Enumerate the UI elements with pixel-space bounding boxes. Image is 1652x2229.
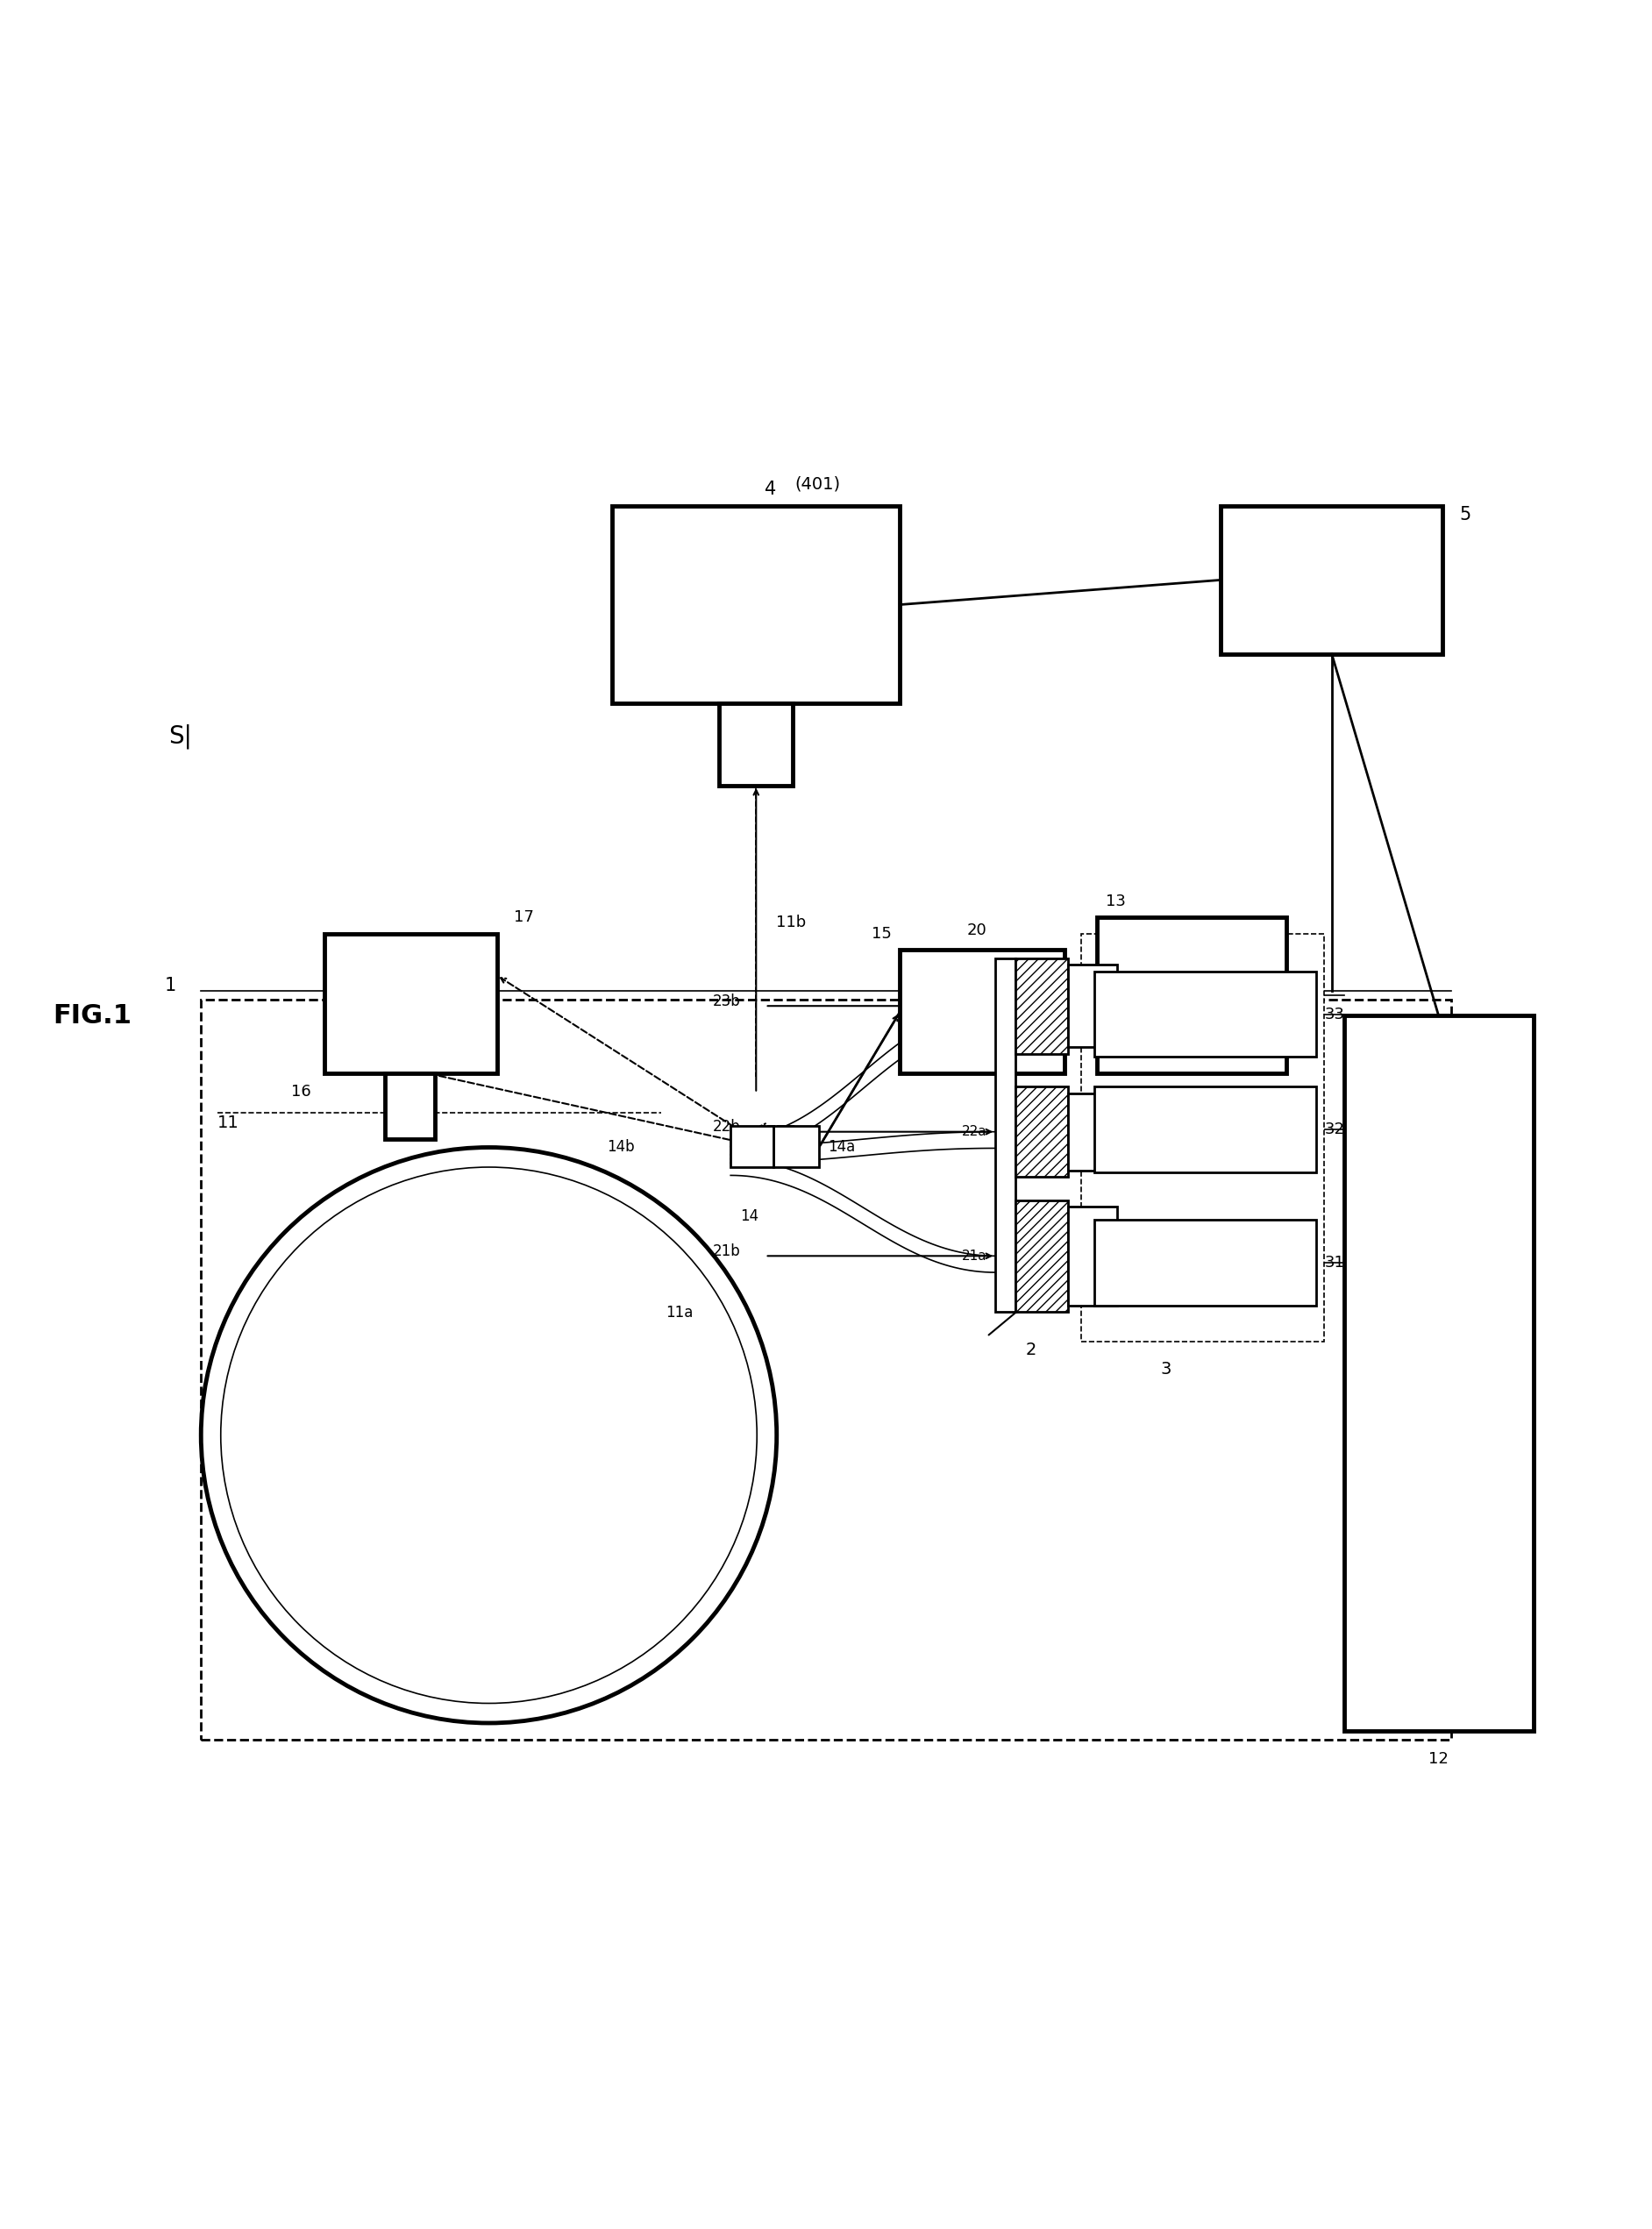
Text: 23: 23 (1125, 999, 1145, 1014)
Text: 14: 14 (740, 1208, 758, 1224)
Bar (1094, 1086, 1317, 1172)
Bar (202, 999, 1450, 1739)
Bar (773, 1126, 819, 1168)
Bar (1014, 958, 1067, 1054)
Text: 33: 33 (1325, 1005, 1345, 1023)
Text: 11b: 11b (776, 914, 806, 932)
Bar (324, 934, 497, 1074)
Text: 16: 16 (291, 1083, 312, 1099)
Bar (1345, 1016, 1533, 1732)
Bar (1097, 916, 1287, 1074)
Text: (401): (401) (795, 477, 841, 493)
Text: 22b: 22b (712, 1119, 740, 1135)
Text: 15: 15 (872, 925, 892, 943)
Text: S|: S| (169, 724, 192, 749)
Bar (1067, 965, 1117, 1048)
Bar (996, 958, 1014, 1313)
Text: 22: 22 (1125, 1123, 1145, 1139)
Text: 21a: 21a (961, 1250, 988, 1262)
Text: 3: 3 (1161, 1362, 1171, 1378)
Text: 20: 20 (966, 923, 988, 938)
Bar (1094, 972, 1317, 1057)
Text: 5: 5 (1459, 506, 1470, 524)
Bar (1014, 1199, 1067, 1313)
Bar (900, 950, 1064, 1074)
Bar (1221, 506, 1442, 653)
Text: 21b: 21b (712, 1244, 740, 1259)
Text: 2: 2 (1026, 1342, 1036, 1357)
Text: 17: 17 (514, 909, 534, 925)
Text: 13: 13 (1105, 894, 1125, 909)
Bar (719, 704, 793, 785)
Bar (1080, 934, 1325, 1342)
Text: 12: 12 (1429, 1752, 1449, 1768)
Text: 11a: 11a (666, 1304, 694, 1320)
Bar (385, 1074, 434, 1139)
Text: 22a: 22a (961, 1126, 988, 1139)
Text: 32: 32 (1325, 1121, 1345, 1137)
Bar (1067, 1092, 1117, 1170)
Text: 23a: 23a (961, 999, 988, 1012)
Text: 4: 4 (765, 479, 776, 497)
Text: 14b: 14b (608, 1139, 634, 1155)
Bar (730, 1126, 773, 1168)
Bar (1067, 1206, 1117, 1306)
Text: 1: 1 (165, 976, 177, 994)
Text: 14a: 14a (828, 1139, 856, 1155)
Text: 21: 21 (1125, 1248, 1145, 1264)
Bar (1094, 1219, 1317, 1306)
Bar (1014, 1086, 1067, 1177)
Text: 23b: 23b (712, 994, 740, 1010)
Text: 11: 11 (218, 1114, 240, 1130)
Text: 31: 31 (1325, 1255, 1345, 1271)
Bar (613, 506, 900, 704)
Text: FIG.1: FIG.1 (53, 1003, 132, 1028)
